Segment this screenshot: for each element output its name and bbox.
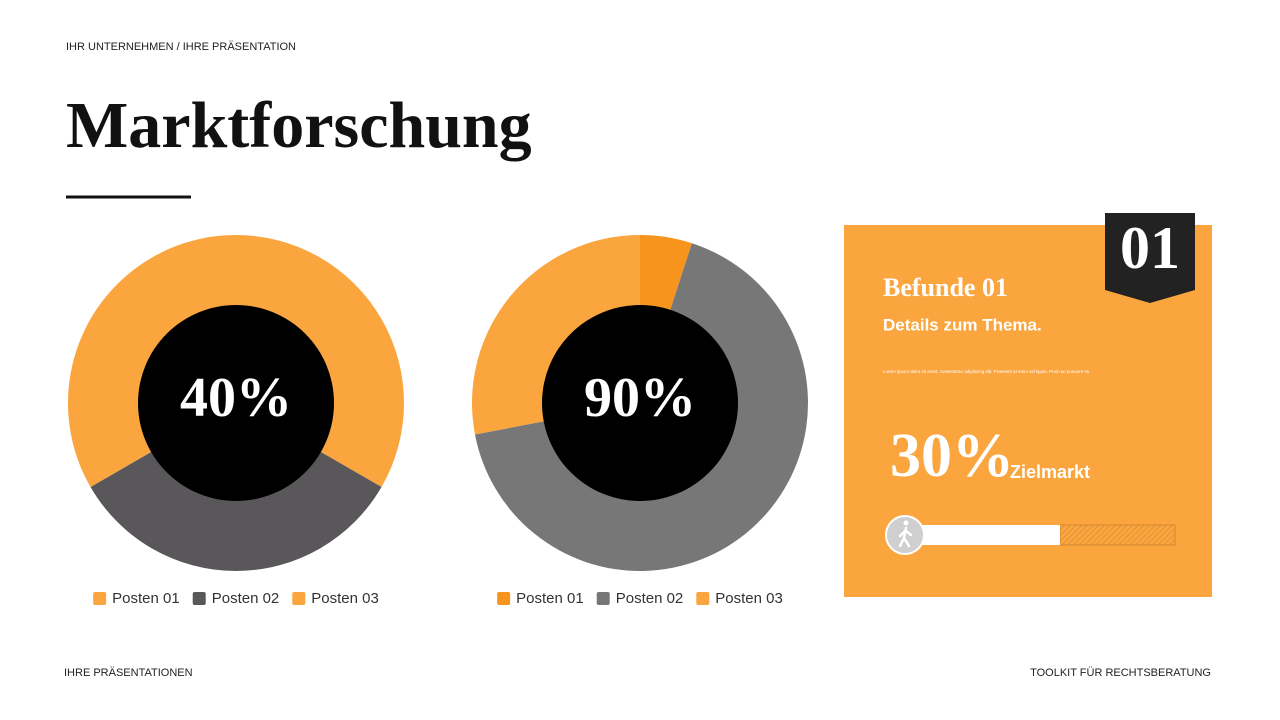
card-body: Lorem ipsum dolor sit amet, consectetur … bbox=[883, 369, 1090, 374]
legend-swatch bbox=[497, 592, 511, 605]
legend-label: Posten 02 bbox=[212, 590, 280, 607]
legend-label: Posten 03 bbox=[715, 590, 783, 607]
footer-left: IHRE PRÄSENTATIONEN bbox=[64, 667, 193, 679]
badge-number: 01 bbox=[1120, 215, 1180, 281]
legend-swatch bbox=[696, 592, 710, 605]
legend: Posten 01 Posten 02 Posten 03 bbox=[93, 590, 379, 607]
stat: 30% bbox=[890, 422, 1014, 490]
center-label: 90% bbox=[584, 367, 696, 429]
footer-right: TOOLKIT FÜR RECHTSBERATUNG bbox=[1030, 667, 1211, 679]
title: Marktforschung bbox=[66, 89, 532, 162]
legend-label: Posten 03 bbox=[311, 590, 379, 607]
donut-hole bbox=[542, 305, 738, 501]
badge bbox=[1105, 213, 1195, 303]
legend-swatch bbox=[93, 592, 107, 605]
legend: Posten 01 Posten 02 Posten 03 bbox=[497, 590, 783, 607]
card: 01 Befunde 01 Details zum Thema. Lorem i… bbox=[844, 213, 1212, 597]
walker-icon bbox=[898, 520, 913, 548]
center-label: 40% bbox=[180, 367, 292, 429]
legend-label: Posten 02 bbox=[616, 590, 684, 607]
card-heading: Befunde 01 bbox=[883, 273, 1008, 302]
stat-label: Zielmarkt bbox=[1010, 462, 1090, 482]
legend-label: Posten 01 bbox=[516, 590, 584, 607]
legend-label: Posten 01 bbox=[112, 590, 180, 607]
card-subheading: Details zum Thema. bbox=[883, 315, 1042, 334]
legend-swatch bbox=[192, 592, 206, 605]
progress-track bbox=[1059, 524, 1176, 546]
donut-hole bbox=[138, 305, 334, 501]
header: IHR UNTERNEHMEN / IHRE PRÄSENTATION bbox=[66, 41, 296, 53]
progress-fill bbox=[905, 525, 1060, 545]
legend-swatch bbox=[596, 592, 610, 605]
legend-swatch bbox=[292, 592, 306, 605]
